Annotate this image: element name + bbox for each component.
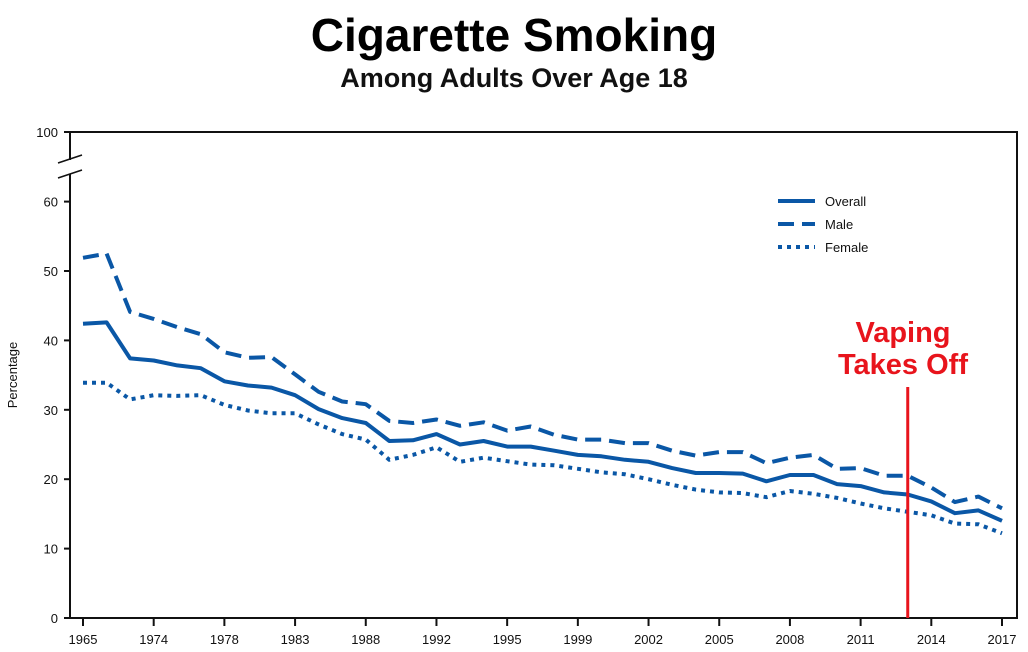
legend: Overall Male Female [778, 194, 868, 255]
x-tick-label: 1974 [139, 632, 168, 647]
y-tick-label: 100 [36, 125, 58, 140]
y-tick-label: 60 [44, 195, 58, 210]
y-tick-label: 40 [44, 333, 58, 348]
x-tick-label: 1992 [422, 632, 451, 647]
chart-subtitle: Among Adults Over Age 18 [340, 63, 688, 93]
x-tick-label: 2008 [775, 632, 804, 647]
x-tick-label: 1988 [351, 632, 380, 647]
x-tick-label: 1983 [281, 632, 310, 647]
y-tick-label: 0 [51, 611, 58, 626]
y-axis-label: Percentage [5, 342, 20, 409]
legend-label-male: Male [825, 217, 853, 232]
series-line-overall [82, 320, 1003, 523]
axes: 0 10 20 30 40 50 60 100 1965 1974 1978 1983 1988 1992… [5, 125, 1018, 647]
annotation-line-1: Vaping [855, 317, 950, 349]
axis-break-mark [57, 154, 83, 164]
x-tick-label: 1995 [493, 632, 522, 647]
x-tick-label: 2017 [988, 632, 1017, 647]
axis-break-mark [57, 169, 83, 179]
y-tick-label: 20 [44, 472, 58, 487]
series-line-female [83, 380, 1003, 536]
legend-label-overall: Overall [825, 194, 866, 209]
series-lines [82, 251, 1003, 536]
axis-break-gap [67, 160, 75, 174]
annotation-line-2: Takes Off [838, 349, 968, 381]
y-tick-label: 10 [44, 542, 58, 557]
plot-frame [69, 131, 1018, 619]
x-tick-label: 1965 [69, 632, 98, 647]
x-tick-label: 1978 [210, 632, 239, 647]
x-tick-label: 2011 [847, 632, 875, 647]
chart-title: Cigarette Smoking [310, 9, 718, 61]
x-tick-label: 1999 [563, 632, 592, 647]
legend-label-female: Female [825, 240, 868, 255]
series-line-male [82, 251, 1003, 511]
y-tick-label: 50 [44, 264, 58, 279]
x-tick-label: 2005 [705, 632, 734, 647]
x-tick-label: 2014 [917, 632, 946, 647]
x-tick-label: 2002 [634, 632, 663, 647]
y-tick-label: 30 [44, 403, 58, 418]
